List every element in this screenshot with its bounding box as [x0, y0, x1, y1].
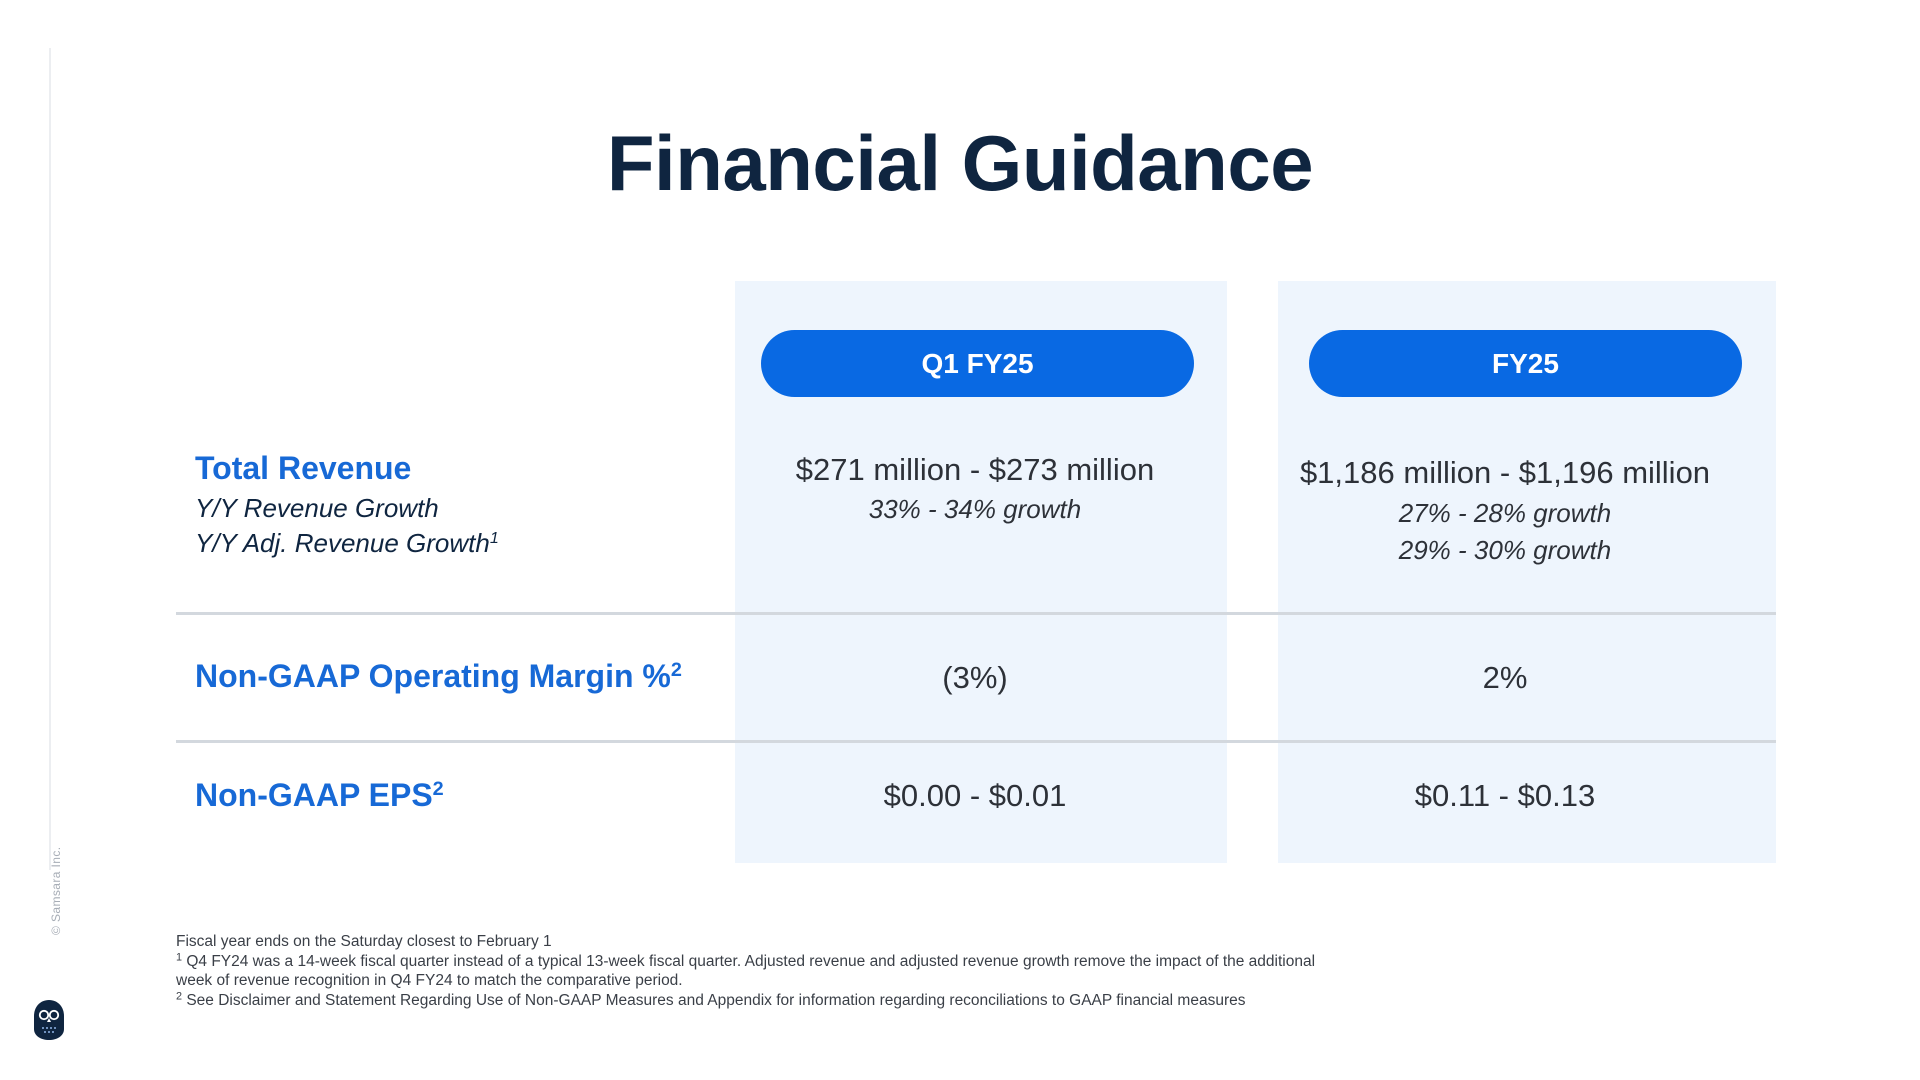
samsara-logo-icon [33, 999, 65, 1041]
row-label-operating-margin-text: Non-GAAP Operating Margin % [195, 658, 671, 694]
page-title: Financial Guidance [606, 119, 1314, 207]
footnote-2-mark: 2 [176, 990, 183, 1003]
fy-eps: $0.11 - $0.13 [1414, 778, 1596, 813]
row-label-eps: Non-GAAP EPS2 [195, 777, 444, 814]
q1-revenue-growth: 33% - 34% growth [868, 494, 1082, 524]
fy-operating-margin: 2% [1482, 660, 1528, 695]
footnote-2: 2 See Disclaimer and Statement Regarding… [176, 991, 1316, 1011]
footnote-ref-1: 1 [489, 529, 499, 548]
q1-eps: $0.00 - $0.01 [883, 778, 1067, 813]
footnote-ref-2: 2 [432, 778, 444, 801]
row-divider [176, 612, 1776, 615]
footnote-1-mark: 1 [176, 951, 183, 964]
footnote-1-text: Q4 FY24 was a 14-week fiscal quarter ins… [176, 952, 1316, 990]
footnote-1: 1 Q4 FY24 was a 14-week fiscal quarter i… [176, 952, 1316, 991]
copyright-text: © Samsara Inc. [49, 846, 63, 935]
row-sub-yy-adj-revenue-growth-text: Y/Y Adj. Revenue Growth [195, 528, 490, 558]
fy-revenue-range: $1,186 million - $1,196 million [1299, 455, 1711, 490]
footnotes: Fiscal year ends on the Saturday closest… [176, 932, 1316, 1010]
side-rule [49, 48, 51, 870]
column-header-q1: Q1 FY25 [761, 330, 1194, 397]
row-divider [176, 740, 1776, 743]
row-sub-yy-adj-revenue-growth: Y/Y Adj. Revenue Growth1 [195, 528, 499, 559]
q1-revenue-range: $271 million - $273 million [795, 452, 1155, 487]
row-label-eps-text: Non-GAAP EPS [195, 777, 433, 813]
footnote-ref-2: 2 [670, 659, 682, 682]
column-header-fy: FY25 [1309, 330, 1742, 397]
q1-operating-margin: (3%) [942, 660, 1008, 695]
footnote-2-text: See Disclaimer and Statement Regarding U… [182, 991, 1246, 1009]
fy-adj-revenue-growth: 29% - 30% growth [1398, 535, 1612, 565]
row-sub-yy-revenue-growth: Y/Y Revenue Growth [195, 493, 439, 523]
fy-revenue-growth: 27% - 28% growth [1398, 498, 1612, 528]
row-label-total-revenue: Total Revenue [195, 450, 412, 486]
footnote-fiscal-year: Fiscal year ends on the Saturday closest… [176, 933, 552, 950]
row-label-operating-margin: Non-GAAP Operating Margin %2 [195, 658, 682, 695]
